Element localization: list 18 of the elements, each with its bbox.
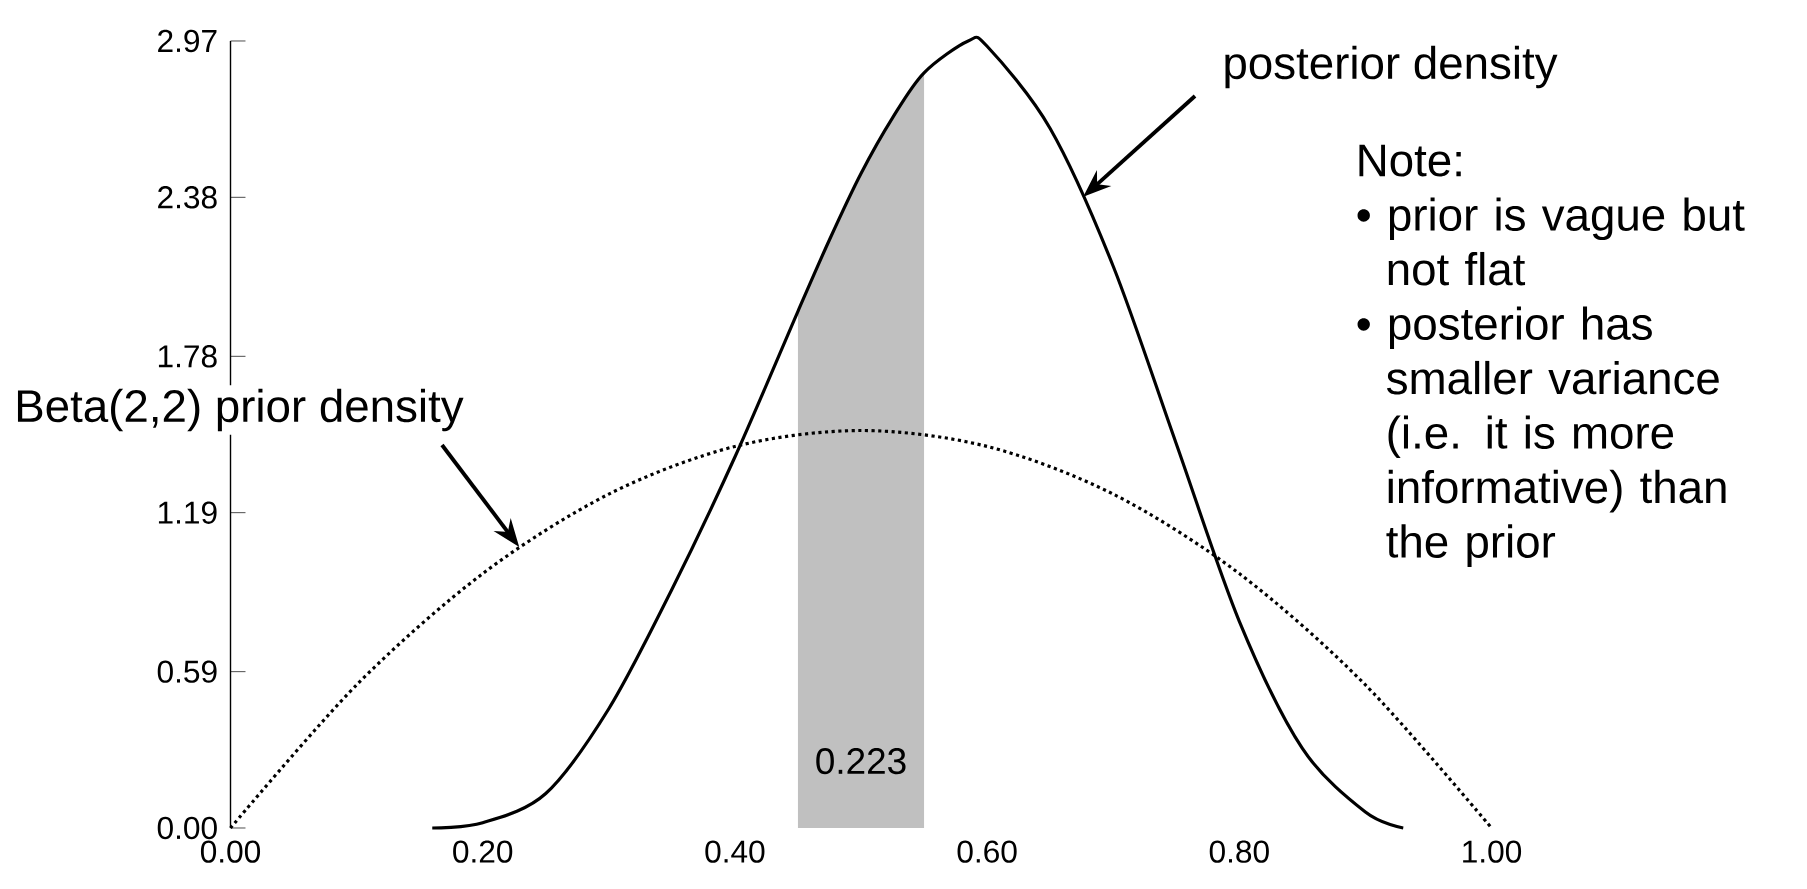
x-tick-label: 0.60 — [957, 840, 1017, 863]
y-tick-label: 0.00 — [157, 816, 217, 840]
annotation: • prior is vague but not flat — [1357, 197, 1745, 286]
annotation: Note: — [1359, 144, 1461, 177]
x-tick-label: 0.00 — [200, 840, 261, 863]
annotation: Beta(2,2) prior density — [17, 388, 464, 432]
annotation: 0.223 — [816, 748, 906, 775]
y-tick-label: 0.59 — [157, 660, 217, 683]
annotation: posterior density — [1225, 45, 1558, 89]
y-tick-label: 2.97 — [158, 29, 217, 53]
y-tick-label: 2.38 — [158, 186, 217, 209]
x-tick-label: 1.00 — [1463, 840, 1522, 863]
y-tick-label: 1.78 — [158, 345, 217, 368]
y-tick-label: 1.19 — [158, 501, 217, 524]
x-tick-label: 0.80 — [1209, 840, 1269, 863]
annotation: • posterior has smaller variance (i.e. it is more informative) than the prior — [1357, 306, 1726, 567]
x-tick-label: 0.40 — [705, 840, 765, 863]
x-tick-label: 0.20 — [453, 840, 513, 863]
